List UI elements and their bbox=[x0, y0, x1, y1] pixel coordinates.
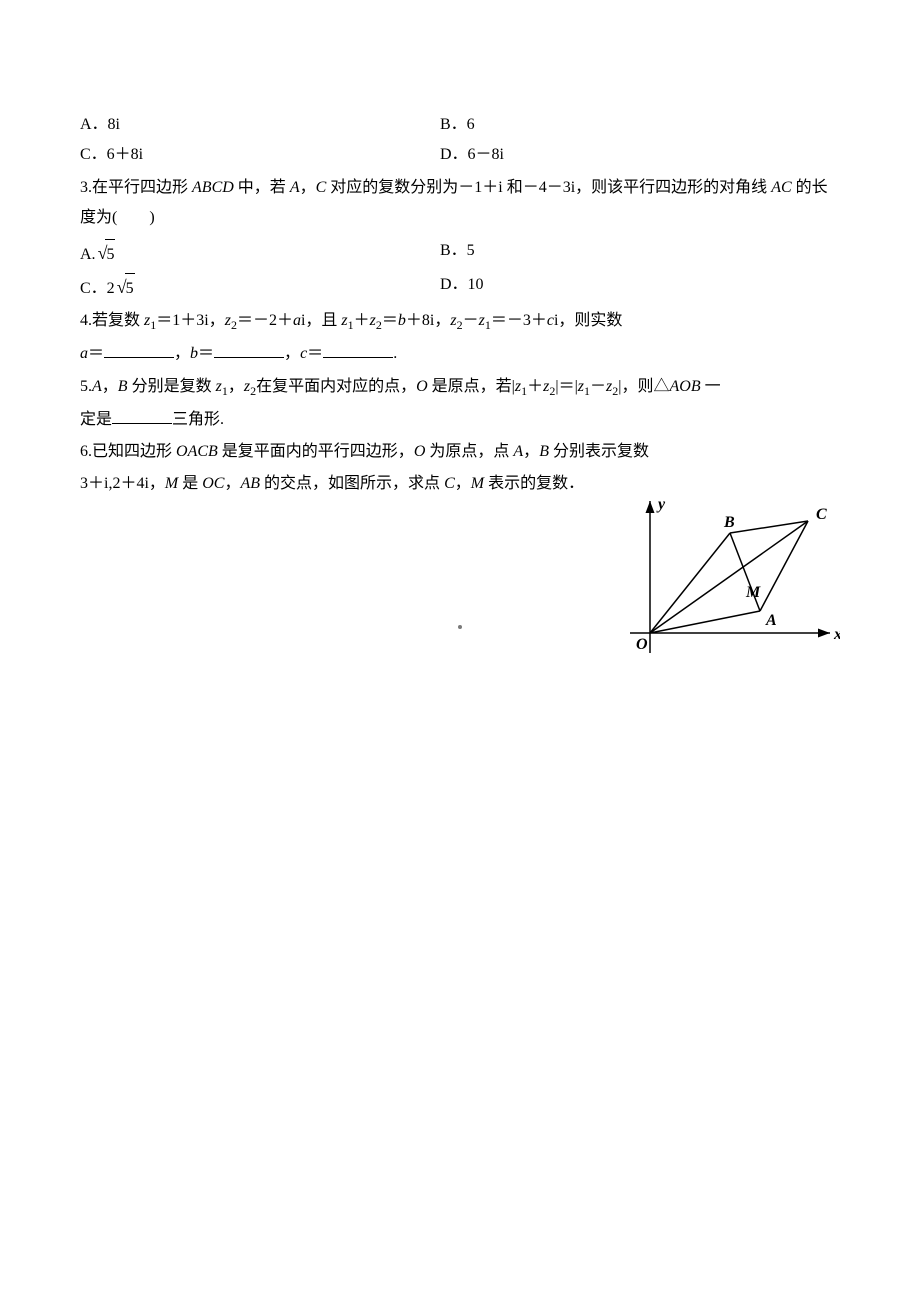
q4-c-eq: ，c＝ bbox=[284, 345, 323, 362]
q3-row-cd: C．2√5 D．10 bbox=[80, 270, 840, 304]
svg-text:A: A bbox=[765, 612, 777, 629]
q4-b-eq: ，b＝ bbox=[174, 345, 214, 362]
q5-pre: 定是 bbox=[80, 411, 112, 428]
q2-option-d: D．6－8i bbox=[440, 140, 840, 170]
svg-text:x: x bbox=[833, 626, 840, 643]
q5-blank bbox=[112, 407, 172, 424]
q3-option-d: D．10 bbox=[440, 270, 840, 304]
q3-option-a: A.√5 bbox=[80, 236, 440, 270]
q2-option-c: C．6＋8i bbox=[80, 140, 440, 170]
svg-text:y: y bbox=[656, 496, 666, 513]
q3-option-c: C．2√5 bbox=[80, 270, 440, 304]
svg-text:M: M bbox=[745, 584, 761, 601]
q3-a-val: 5 bbox=[105, 239, 115, 270]
q6-line1: 6.已知四边形 OACB 是复平面内的平行四边形，O 为原点，点 A，B 分别表… bbox=[80, 437, 840, 467]
q5-tail: 三角形. bbox=[172, 411, 224, 428]
q5-line2: 定是 三角形. bbox=[80, 405, 840, 435]
q2-option-a: A．8i bbox=[80, 110, 440, 140]
q4-blank-b bbox=[214, 341, 284, 358]
q4-tail: . bbox=[393, 345, 397, 362]
parallelogram-diagram: x y O A B C M bbox=[620, 493, 840, 663]
q4-blank-a bbox=[104, 341, 174, 358]
q2-row-cd: C．6＋8i D．6－8i bbox=[80, 140, 840, 170]
q4-line1: 4.若复数 z1＝1＋3i，z2＝－2＋ai，且 z1＋z2＝b＋8i，z2－z… bbox=[80, 306, 840, 337]
q3-a-label: A. bbox=[80, 246, 96, 263]
q4-a-eq: ＝ bbox=[88, 345, 104, 362]
svg-text:C: C bbox=[816, 506, 827, 523]
q5-line1: 5.A，B 分别是复数 z1，z2在复平面内对应的点，O 是原点，若|z1＋z2… bbox=[80, 372, 840, 403]
q3-option-b: B．5 bbox=[440, 236, 840, 270]
q2-row-ab: A．8i B．6 bbox=[80, 110, 840, 140]
svg-text:B: B bbox=[723, 514, 735, 531]
q4-blank-c bbox=[323, 341, 393, 358]
q3-c-label: C．2 bbox=[80, 280, 115, 297]
diagram-svg: x y O A B C M bbox=[620, 493, 840, 663]
center-dot-icon bbox=[458, 625, 462, 629]
q4-line2: a＝，b＝，c＝. bbox=[80, 339, 840, 369]
q3-c-val: 5 bbox=[125, 273, 135, 304]
q2-option-b: B．6 bbox=[440, 110, 840, 140]
q3-row-ab: A.√5 B．5 bbox=[80, 236, 840, 270]
svg-text:O: O bbox=[636, 636, 648, 653]
q3-stem: 3.在平行四边形 ABCD 中，若 A，C 对应的复数分别为－1＋i 和－4－3… bbox=[80, 173, 840, 234]
page-content: A．8i B．6 C．6＋8i D．6－8i 3.在平行四边形 ABCD 中，若… bbox=[0, 0, 920, 500]
